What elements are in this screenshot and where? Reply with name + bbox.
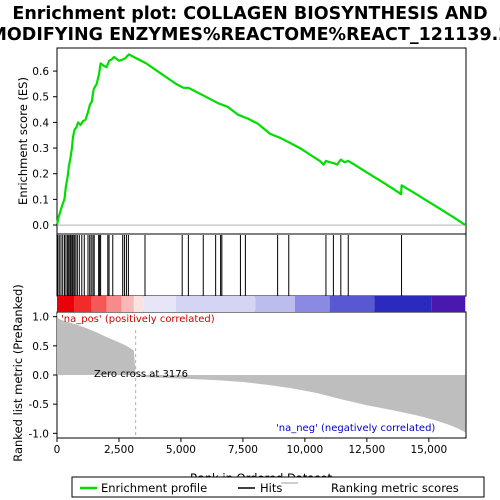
axes: 0.0 0.1 0.2 0.3 0.4 0.5 0.6 1.0 0.5 0.0 -0.5 -1.0 0 2…	[29, 66, 448, 456]
heat-segment	[329, 296, 375, 312]
chart-title-line-2: MODIFYING ENZYMES%REACTOME%REACT_121139.…	[0, 25, 500, 45]
heat-segment	[91, 296, 107, 312]
es-panel-frame	[56, 47, 467, 235]
metric-plot-area	[57, 312, 466, 438]
heat-segment	[106, 296, 122, 312]
heat-segment	[255, 296, 295, 312]
x-tick-label: 15,000	[410, 444, 447, 456]
chart-title-line-1: Enrichment plot: COLLAGEN BIOSYNTHESIS A…	[12, 4, 487, 24]
es-plot-area	[55, 53, 466, 226]
neg-correlated-label: 'na_neg' (negatively correlated)	[276, 423, 435, 434]
heat-segment	[175, 296, 256, 312]
x-tick-label: 10,000	[287, 444, 324, 456]
metric-y-tick-label: -1.0	[29, 428, 50, 440]
legend-box	[71, 476, 485, 498]
hits-panel-frame	[56, 233, 467, 297]
heat-segment	[294, 296, 330, 312]
heat-segment	[121, 296, 134, 312]
es-y-tick-label: 0.0	[32, 220, 49, 232]
enrichment-profile-line	[55, 53, 466, 226]
es-y-tick-label: 0.1	[32, 194, 49, 206]
metric-y-tick-label: 0.5	[32, 341, 49, 353]
heat-segment	[431, 296, 466, 312]
x-tick-label: 7,500	[228, 444, 258, 456]
heat-segment	[133, 296, 144, 312]
x-tick-label: 0	[54, 444, 61, 456]
heat-segment	[374, 296, 432, 312]
es-y-tick-label: 0.4	[32, 117, 49, 129]
es-y-tick-label: 0.2	[32, 169, 49, 181]
es-y-tick-label: 0.6	[32, 66, 49, 78]
legend: Enrichment profile Hits Ranking metric s…	[71, 476, 485, 498]
es-y-tick-label: 0.3	[32, 143, 49, 155]
hits-area	[57, 235, 403, 296]
legend-label-enrichment-profile: Enrichment profile	[101, 481, 207, 495]
ranking-metric-area	[57, 312, 466, 433]
es-y-axis-label: Enrichment score (ES)	[16, 77, 30, 205]
x-tick-label: 2,500	[104, 444, 134, 456]
es-y-tick-label: 0.5	[32, 92, 49, 104]
heat-segment	[57, 296, 75, 312]
metric-y-tick-label: -0.5	[29, 399, 50, 411]
x-tick-label: 5,000	[166, 444, 196, 456]
pos-correlated-label: 'na_pos' (positively correlated)	[61, 314, 215, 325]
metric-y-tick-label: 0.0	[32, 370, 49, 382]
legend-label-ranking-metric: Ranking metric scores	[331, 481, 459, 495]
ranking-heat-bar	[57, 296, 466, 312]
heat-segment	[74, 296, 92, 312]
heat-segment	[143, 296, 176, 312]
x-tick-label: 12,500	[348, 444, 385, 456]
zero-cross-label: Zero cross at 3176	[94, 369, 188, 380]
metric-y-axis-label: Ranked list metric (PreRanked)	[11, 284, 25, 462]
metric-y-tick-label: 1.0	[32, 312, 49, 324]
legend-label-hits: Hits	[260, 481, 282, 495]
